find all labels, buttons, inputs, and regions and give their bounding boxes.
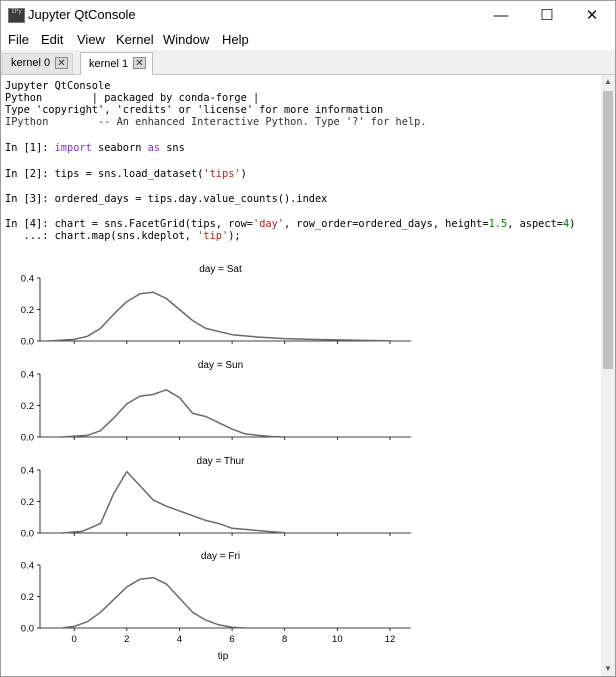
cell-prompt: In [3]: (5, 193, 55, 205)
y-tick-label: 0.4 (21, 274, 34, 285)
facet-title: day = Sat (199, 264, 242, 275)
x-axis-label: tip (218, 651, 229, 662)
x-tick-label: 10 (332, 634, 343, 645)
facet-3: day = Fri 0.0 0.2 0.4 0 2 4 6 8 10 12 (21, 551, 411, 645)
ipython-app-icon: IPy (8, 8, 25, 23)
tab-kernel-1[interactable]: kernel 1 ✕ (80, 52, 153, 76)
menu-help[interactable]: Help (222, 32, 249, 47)
menu-edit[interactable]: Edit (41, 32, 64, 47)
tab-label: kernel 0 (11, 57, 51, 69)
x-tick-label: 0 (72, 634, 77, 645)
banner-line: Type 'copyright', 'credits' or 'license'… (5, 104, 384, 116)
y-tick-label: 0.0 (21, 337, 34, 348)
cell-prompt: ...: (5, 230, 55, 242)
maximize-button[interactable]: ☐ (540, 7, 554, 24)
y-tick-label: 0.2 (21, 592, 34, 603)
y-tick-label: 0.0 (21, 529, 34, 540)
facet-title: day = Thur (197, 456, 246, 467)
input-cell-2: In [2]: tips = sns.load_dataset('tips') (5, 168, 247, 180)
x-tick-label: 2 (124, 634, 129, 645)
scroll-up-icon[interactable]: ▲ (604, 77, 612, 86)
menu-file[interactable]: File (8, 32, 29, 47)
window-title: Jupyter QtConsole (28, 7, 136, 22)
facet-2: day = Thur 0.0 0.2 0.4 (21, 456, 411, 540)
x-tick-label: 6 (229, 634, 234, 645)
y-tick-label: 0.2 (21, 401, 34, 412)
title-bar[interactable]: IPy Jupyter QtConsole — ☐ ✕ (1, 1, 615, 30)
kde-line (60, 389, 285, 438)
y-tick-label: 0.4 (21, 561, 34, 572)
input-cell-4: In [4]: chart = sns.FacetGrid(tips, row=… (5, 218, 576, 230)
vertical-scrollbar[interactable]: ▲ ▼ (601, 75, 615, 676)
kernel-tab-bar: kernel 0 ✕ kernel 1 ✕ (1, 50, 615, 76)
console-output[interactable]: Jupyter QtConsole Python | packaged by c… (1, 75, 601, 676)
x-tick-label: 4 (177, 634, 182, 645)
tab-kernel-0[interactable]: kernel 0 ✕ (2, 53, 73, 74)
cell-prompt: In [1]: (5, 142, 55, 154)
facet-title: day = Fri (201, 551, 240, 562)
close-tab-icon[interactable]: ✕ (133, 57, 146, 69)
menu-kernel[interactable]: Kernel (116, 32, 154, 47)
y-tick-label: 0.0 (21, 433, 34, 444)
input-cell-3: In [3]: ordered_days = tips.day.value_co… (5, 193, 328, 205)
banner-line: Python | packaged by conda-forge | (5, 92, 260, 104)
close-tab-icon[interactable]: ✕ (55, 57, 68, 69)
menu-bar: File Edit View Kernel Window Help (1, 30, 615, 50)
input-cell-4-continuation: ...: chart.map(sns.kdeplot, 'tip'); (5, 230, 241, 242)
y-tick-label: 0.0 (21, 624, 34, 635)
cell-prompt: In [2]: (5, 168, 55, 180)
facet-0: day = Sat 0.0 0.2 0.4 (21, 264, 411, 348)
x-tick-label: 8 (282, 634, 287, 645)
facet-title: day = Sun (198, 360, 243, 371)
y-tick-label: 0.4 (21, 370, 34, 381)
y-tick-label: 0.4 (21, 466, 34, 477)
close-button[interactable]: ✕ (585, 7, 599, 24)
menu-window[interactable]: Window (163, 32, 210, 47)
scrollbar-thumb[interactable] (603, 91, 613, 369)
menu-view[interactable]: View (77, 32, 105, 47)
kde-line (47, 291, 391, 342)
input-cell-1: In [1]: import seaborn as sns (5, 142, 185, 154)
banner-line: Jupyter QtConsole (5, 80, 111, 92)
minimize-button[interactable]: — (493, 7, 509, 24)
cell-prompt: In [4]: (5, 218, 55, 230)
tab-label: kernel 1 (89, 58, 129, 70)
facet-1: day = Sun 0.0 0.2 0.4 (21, 360, 411, 444)
kde-line (60, 470, 285, 534)
scroll-down-icon[interactable]: ▼ (604, 664, 612, 673)
y-tick-label: 0.2 (21, 497, 34, 508)
kde-line (60, 576, 246, 629)
y-tick-label: 0.2 (21, 305, 34, 316)
x-tick-label: 12 (385, 634, 396, 645)
banner-line: IPython -- An enhanced Interactive Pytho… (5, 116, 427, 128)
